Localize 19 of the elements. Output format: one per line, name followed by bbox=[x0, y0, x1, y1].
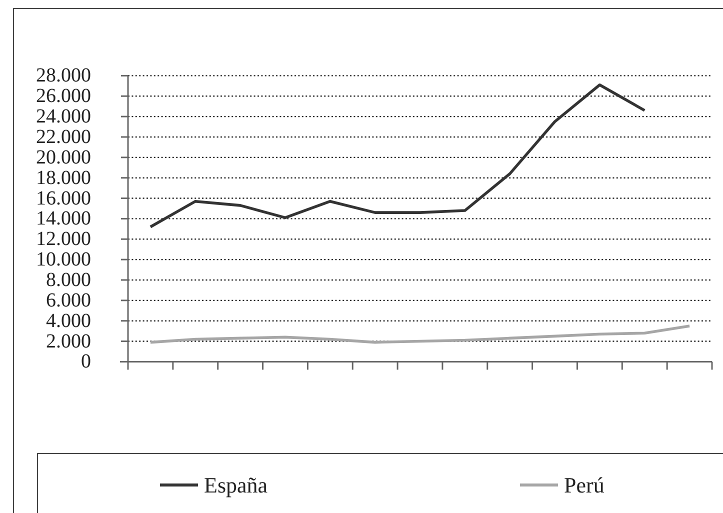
y-tick-label: 8.000 bbox=[46, 268, 91, 291]
legend-label: Perú bbox=[564, 472, 604, 498]
line-series bbox=[149, 83, 646, 228]
y-tick-label: 24.000 bbox=[36, 106, 91, 128]
y-tick-label: 14.000 bbox=[36, 208, 91, 230]
y-tick-label: 28.000 bbox=[36, 64, 91, 87]
y-tick-label: 18.000 bbox=[36, 166, 91, 189]
y-tick-label: 2.000 bbox=[46, 330, 91, 352]
y-tick-label: 26.000 bbox=[36, 85, 91, 108]
legend-label: España bbox=[204, 472, 268, 498]
y-tick-label: 0 bbox=[81, 350, 91, 373]
line-series bbox=[149, 324, 691, 344]
y-tick-label: 16.000 bbox=[36, 187, 91, 210]
y-tick-label: 10.000 bbox=[36, 248, 91, 271]
y-tick-label: 22.000 bbox=[36, 126, 91, 148]
y-tick-label: 4.000 bbox=[46, 310, 91, 332]
y-tick-label: 12.000 bbox=[36, 228, 91, 250]
y-tick-label: 20.000 bbox=[36, 146, 91, 168]
y-tick-label: 6.000 bbox=[46, 289, 91, 312]
